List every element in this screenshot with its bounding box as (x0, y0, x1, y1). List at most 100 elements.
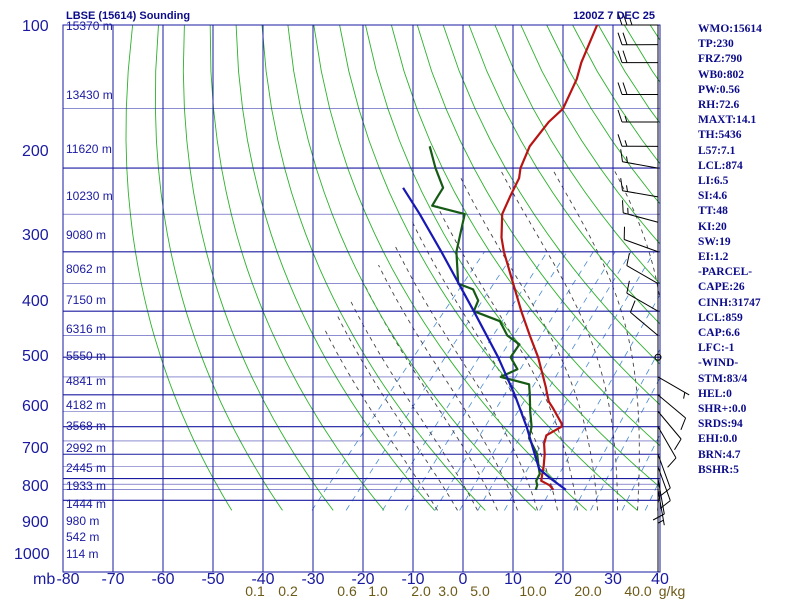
wind-barb-shaft (657, 478, 665, 515)
moist-adiabat (349, 300, 478, 511)
wind-barb (620, 178, 659, 198)
wind-barb (657, 454, 671, 497)
pressure-tick-label: 300 (22, 227, 49, 244)
wind-barb (617, 109, 659, 123)
moist-adiabat (378, 264, 518, 511)
temperature-tick-label: -60 (151, 571, 174, 588)
wind-barb (617, 134, 659, 147)
mixing-ratio-line (590, 376, 660, 511)
wind-barb-half-flag (683, 392, 686, 399)
sounding-series (402, 24, 599, 491)
index-item: CINH:31747 (698, 296, 761, 309)
wind-barb-shaft (623, 212, 659, 223)
index-item: CAPE:26 (698, 281, 745, 294)
index-item: L57:7.1 (698, 144, 736, 157)
mixing-ratio-line (345, 251, 516, 511)
height-labels: 15370 m 13430 m 11620 m 10230 m 9080 m 8… (66, 19, 113, 561)
pressure-unit-label: mb (33, 571, 55, 588)
wind-barb (657, 426, 677, 468)
index-item: SW:19 (698, 235, 731, 248)
wind-barb-flag (617, 12, 623, 26)
temperature-tick-label: -30 (301, 571, 324, 588)
pressure-tick-label: 500 (22, 348, 49, 365)
temperature-tick-label: 10 (504, 571, 522, 588)
index-item: LCL:874 (698, 159, 743, 172)
pressure-tick-label: 400 (22, 293, 49, 310)
parcel-trace (402, 187, 567, 491)
index-item: CAP:6.6 (698, 327, 740, 340)
wind-barb (626, 253, 659, 285)
index-item: LFC:-1 (698, 342, 735, 355)
dewpoint-trace (428, 146, 541, 491)
height-label: 9080 m (66, 228, 106, 242)
wind-barb-flag (674, 438, 682, 450)
height-label: 980 m (66, 514, 99, 528)
wind-barb-flag (617, 32, 623, 45)
height-label: 4841 m (66, 374, 106, 388)
height-label: 15370 m (66, 19, 113, 33)
mixing-ratio-label: 10.0 (519, 583, 546, 599)
wind-barb-half-flag (629, 18, 633, 26)
index-item: BSHR:5 (698, 463, 739, 476)
height-label: 2992 m (66, 441, 106, 455)
mixing-ratio-label: 1.0 (368, 583, 388, 599)
moist-adiabats (324, 167, 699, 511)
moist-adiabat (499, 167, 618, 511)
index-item: EI:1.2 (698, 251, 729, 264)
index-item: TH:5436 (698, 129, 742, 142)
pressure-labels: 100 200 300 400 500 600 700 800 900 1000… (14, 18, 55, 588)
wind-barb-flag (660, 487, 671, 497)
index-item: SRDS:94 (698, 418, 743, 431)
temperature-tick-label: -10 (401, 571, 424, 588)
wind-barb (657, 489, 665, 526)
mixing-ratio-label: 0.1 (245, 583, 265, 599)
temperature-tick-label: 40 (651, 571, 669, 588)
wind-barb (617, 12, 658, 26)
index-item: SI:4.6 (698, 190, 728, 203)
height-label: 114 m (66, 547, 98, 561)
pressure-tick-label: 1000 (14, 546, 50, 563)
index-item: BRN:4.7 (698, 448, 741, 461)
index-item: HEL:0 (698, 387, 732, 400)
wind-barb-shaft (657, 411, 682, 440)
index-item: KI:20 (698, 220, 727, 233)
moist-adiabat (551, 167, 640, 511)
wind-barb-shaft (626, 265, 659, 285)
wind-barbs (617, 12, 690, 572)
temperature-tick-label: -80 (56, 571, 79, 588)
wind-barb (617, 32, 659, 46)
wind-barb-flag (629, 300, 636, 313)
mixing-ratio-line (573, 348, 660, 511)
grid (62, 24, 661, 573)
dry-adiabat (287, 25, 537, 511)
height-label: 3568 m (66, 419, 106, 433)
temperature-tick-label: -50 (201, 571, 224, 588)
moist-adiabat (678, 168, 699, 510)
moist-adiabat (412, 222, 558, 511)
dry-adiabat (313, 25, 588, 511)
index-item: FRZ:790 (698, 53, 743, 66)
wind-barb-shaft (657, 454, 671, 489)
wind-barb-shaft (657, 466, 671, 501)
wind-barb-flag (617, 82, 623, 95)
moist-adiabat (337, 316, 458, 511)
wind-barb (629, 300, 659, 336)
moist-adiabat (394, 244, 538, 511)
mixing-ratio-unit-label: g/kg (659, 583, 685, 599)
station-title: LBSE (15614) Sounding (66, 10, 190, 22)
pressure-tick-label: 700 (22, 440, 49, 457)
pressure-tick-label: 100 (22, 18, 49, 35)
index-item: -WIND- (698, 357, 739, 370)
temperature-tick-label: -20 (351, 571, 374, 588)
pressure-tick-label: 600 (22, 398, 49, 415)
wind-barb-flag (622, 200, 624, 213)
wind-barb-flag (660, 500, 671, 509)
index-item: SHR+:0.0 (698, 403, 747, 416)
wind-barb-flag (622, 12, 628, 26)
pressure-tick-label: 800 (22, 478, 49, 495)
height-label: 13430 m (66, 88, 113, 102)
index-item: TP:230 (698, 38, 734, 51)
observation-time: 1200Z 7 DEC 25 (573, 10, 655, 22)
wind-barb-flag (626, 253, 630, 266)
temperature-trace (500, 24, 599, 491)
